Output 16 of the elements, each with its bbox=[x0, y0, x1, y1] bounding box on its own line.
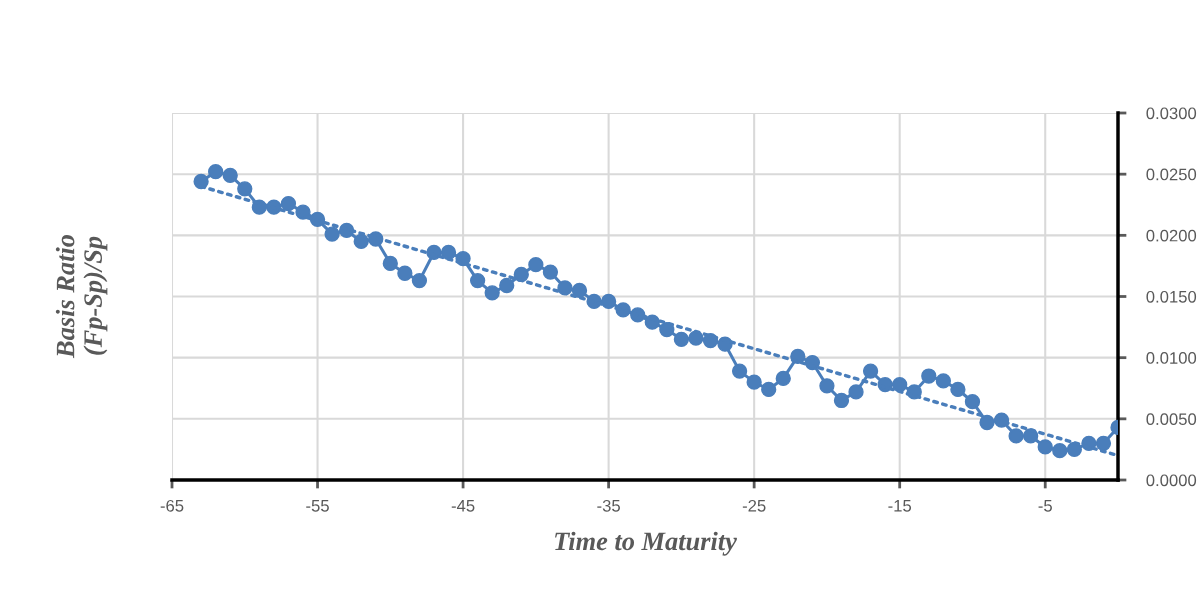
y-tick-label: 0.0200 bbox=[1146, 229, 1197, 242]
x-tick-label: -25 bbox=[742, 499, 766, 512]
x-tick-label: -65 bbox=[160, 499, 184, 512]
y-tick-label: 0.0150 bbox=[1146, 290, 1197, 303]
x-axis-title: Time to Maturity bbox=[555, 531, 737, 556]
x-tick-label: -15 bbox=[888, 500, 912, 512]
x-tick-label: -45 bbox=[451, 500, 475, 512]
y-tick-label: 0.0000 bbox=[1146, 474, 1197, 487]
y-tick-label: 0.0250 bbox=[1146, 168, 1197, 181]
x-tick-label: -35 bbox=[597, 499, 620, 512]
y-axis-title: Basis Ratio (Fp-Sp)/Sp bbox=[55, 234, 108, 359]
y-tick-label: 0.0050 bbox=[1146, 413, 1197, 426]
x-tick-label: -5 bbox=[1038, 500, 1052, 512]
y-tick-label: 0.0100 bbox=[1146, 352, 1197, 364]
y-tick-label: 0.0300 bbox=[1146, 107, 1197, 120]
x-tick-label: -55 bbox=[306, 500, 329, 512]
